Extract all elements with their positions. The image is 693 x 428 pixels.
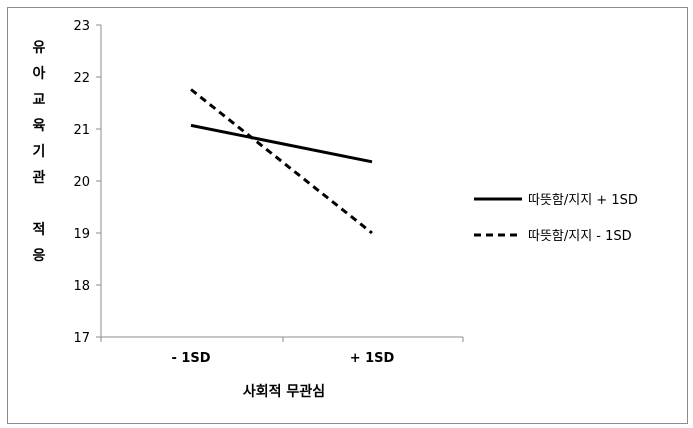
- series-lines: [190, 88, 373, 235]
- y-tick-label: 20: [73, 175, 90, 190]
- legend-label: 따뜻함/지지 - 1SD: [528, 229, 632, 244]
- series-line-2: [190, 88, 373, 235]
- x-axis-label: 사회적 무관심: [243, 383, 325, 400]
- axes: [100, 25, 463, 338]
- y-tick-label: 17: [73, 331, 90, 346]
- legend: 따뜻함/지지 + 1SD 따뜻함/지지 - 1SD: [474, 193, 638, 244]
- y-tick-label: 22: [73, 71, 90, 86]
- y-axis-label-char: 응: [33, 248, 46, 264]
- x-category-label: - 1SD: [171, 351, 210, 366]
- y-axis-label-char: 기: [33, 144, 46, 160]
- y-axis-label-char: 관: [33, 169, 46, 186]
- series-line-1: [190, 123, 373, 164]
- x-ticks: - 1SD + 1SD: [100, 337, 464, 366]
- y-tick-label: 23: [73, 19, 90, 34]
- y-tick-label: 18: [73, 279, 90, 294]
- y-ticks: 17 18 19 20 21 22 23: [73, 19, 101, 346]
- y-axis-label-char: 적: [33, 221, 46, 238]
- chart-frame: [7, 7, 688, 424]
- y-tick-label: 21: [73, 123, 90, 138]
- y-axis-label-char: 유: [33, 40, 46, 56]
- y-tick-label: 19: [73, 227, 90, 242]
- y-axis-label-char: 육: [33, 118, 46, 134]
- y-axis-label-char: 교: [33, 92, 46, 108]
- legend-label: 따뜻함/지지 + 1SD: [528, 193, 638, 208]
- x-category-label: + 1SD: [350, 351, 395, 366]
- y-axis-label-char: 아: [33, 65, 46, 82]
